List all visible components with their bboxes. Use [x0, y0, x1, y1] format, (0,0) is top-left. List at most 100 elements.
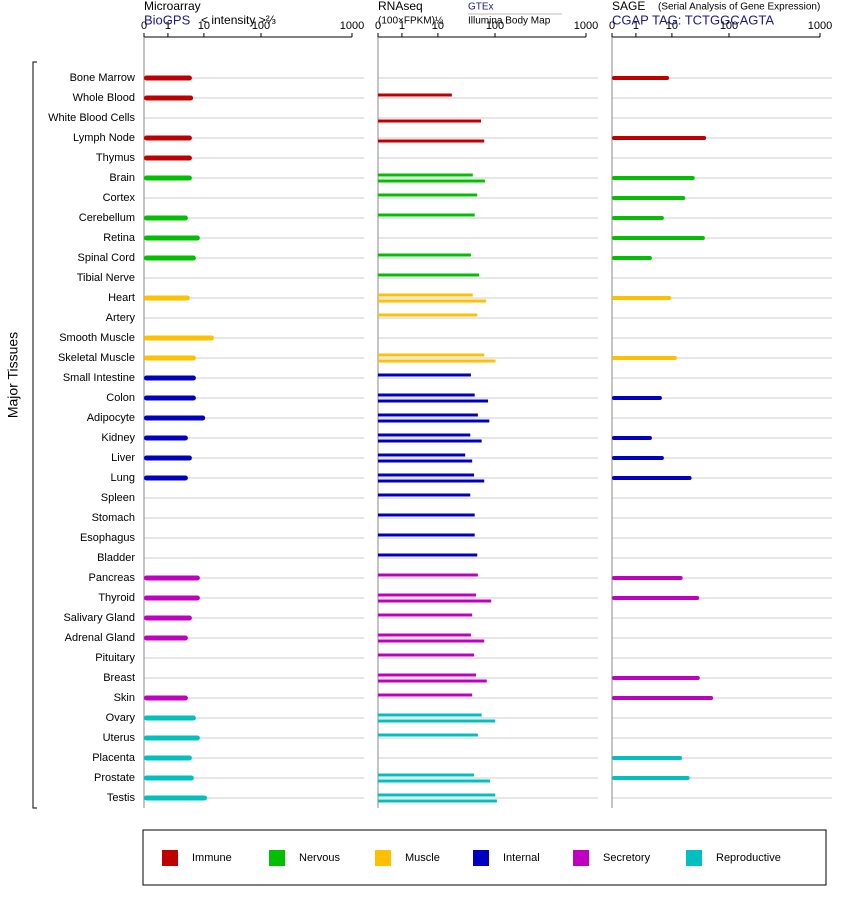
- tissue-label: Smooth Muscle: [59, 332, 135, 344]
- bar: [378, 599, 492, 603]
- bar: [378, 313, 478, 317]
- bar: [144, 75, 192, 81]
- bar: [612, 576, 683, 580]
- legend-label: Nervous: [299, 852, 340, 864]
- bar: [144, 755, 192, 761]
- bar: [144, 715, 196, 721]
- bar: [612, 476, 692, 480]
- bar: [612, 216, 664, 220]
- tissue-label: Brain: [109, 172, 135, 184]
- tissue-label: White Blood Cells: [48, 112, 135, 124]
- tissue-label: Stomach: [92, 512, 135, 524]
- bar: [378, 353, 485, 357]
- bar: [378, 733, 478, 737]
- bar: [144, 695, 188, 701]
- bar: [378, 293, 473, 297]
- bar: [144, 255, 196, 261]
- bar: [378, 93, 452, 97]
- bar: [378, 793, 496, 797]
- bar: [612, 76, 670, 80]
- bar: [612, 756, 683, 760]
- tissue-label: Uterus: [103, 732, 136, 744]
- bar: [144, 435, 188, 441]
- x-tick-label: 0: [141, 20, 147, 32]
- bar: [612, 456, 664, 460]
- bar: [378, 433, 471, 437]
- bar: [144, 455, 192, 461]
- bar: [378, 393, 475, 397]
- bar: [378, 639, 485, 643]
- bar: [378, 419, 490, 423]
- bar: [378, 473, 475, 477]
- bar: [612, 236, 705, 240]
- bar: [144, 95, 194, 101]
- tissue-label: Esophagus: [80, 532, 136, 544]
- x-tick-label: 10: [432, 20, 444, 32]
- bar: [378, 373, 471, 377]
- tissue-label: Small Intestine: [63, 372, 135, 384]
- bar: [378, 299, 487, 303]
- bar: [144, 475, 188, 481]
- bar: [144, 295, 190, 301]
- x-tick-label: 1000: [340, 20, 364, 32]
- bar: [378, 613, 473, 617]
- bar: [612, 396, 662, 400]
- bar: [378, 799, 497, 803]
- panel-title: SAGE: [612, 0, 645, 13]
- tissue-label: Salivary Gland: [63, 612, 135, 624]
- bar: [612, 176, 695, 180]
- tissue-label: Skin: [114, 692, 135, 704]
- bar: [378, 493, 471, 497]
- bar: [378, 633, 471, 637]
- tissue-label: Pituitary: [95, 652, 135, 664]
- tissue-label: Testis: [107, 792, 136, 804]
- x-tick-label: 1: [165, 20, 171, 32]
- tissue-label: Tibial Nerve: [77, 272, 135, 284]
- tissue-label: Bone Marrow: [70, 72, 135, 84]
- tissue-label: Placenta: [92, 752, 136, 764]
- legend-box: [142, 829, 827, 886]
- tissue-label: Spleen: [101, 492, 135, 504]
- x-tick-label: 1: [399, 20, 405, 32]
- x-tick-label: 100: [252, 20, 270, 32]
- legend-swatch: [269, 850, 285, 866]
- x-tick-label: 1000: [808, 20, 832, 32]
- tissue-label: Cortex: [103, 192, 136, 204]
- bar: [378, 173, 473, 177]
- bar: [144, 415, 206, 421]
- x-tick-label: 0: [375, 20, 381, 32]
- bar: [612, 256, 652, 260]
- bar: [378, 513, 475, 517]
- bar: [144, 795, 208, 801]
- bar: [378, 773, 475, 777]
- panel-subtitle: (Serial Analysis of Gene Expression): [658, 2, 820, 13]
- bar: [378, 213, 475, 217]
- bar: [144, 615, 192, 621]
- x-tick-label: 1: [633, 20, 639, 32]
- tissue-label: Lung: [111, 472, 135, 484]
- tissue-label: Breast: [103, 672, 135, 684]
- tissue-label: Lymph Node: [73, 132, 135, 144]
- legend-swatch: [375, 850, 391, 866]
- bar: [378, 253, 471, 257]
- x-tick-label: 1000: [574, 20, 598, 32]
- bar: [378, 713, 482, 717]
- bar: [378, 779, 490, 783]
- bar: [378, 679, 487, 683]
- tissue-label: Prostate: [94, 772, 135, 784]
- bar: [612, 696, 714, 700]
- panel-title: Microarray: [144, 0, 201, 13]
- tissue-label: Bladder: [97, 552, 135, 564]
- y-axis-label: Major Tissues: [5, 332, 21, 418]
- tissue-label: Kidney: [101, 432, 135, 444]
- bar: [378, 399, 489, 403]
- x-tick-label: 10: [666, 20, 678, 32]
- bar: [378, 653, 475, 657]
- legend-swatch: [162, 850, 178, 866]
- bar: [144, 635, 188, 641]
- legend-swatch: [573, 850, 589, 866]
- bar: [378, 193, 478, 197]
- tissue-label: Artery: [106, 312, 136, 324]
- bar: [144, 135, 192, 141]
- panel-subtitle: < intensity >⅔: [201, 13, 276, 27]
